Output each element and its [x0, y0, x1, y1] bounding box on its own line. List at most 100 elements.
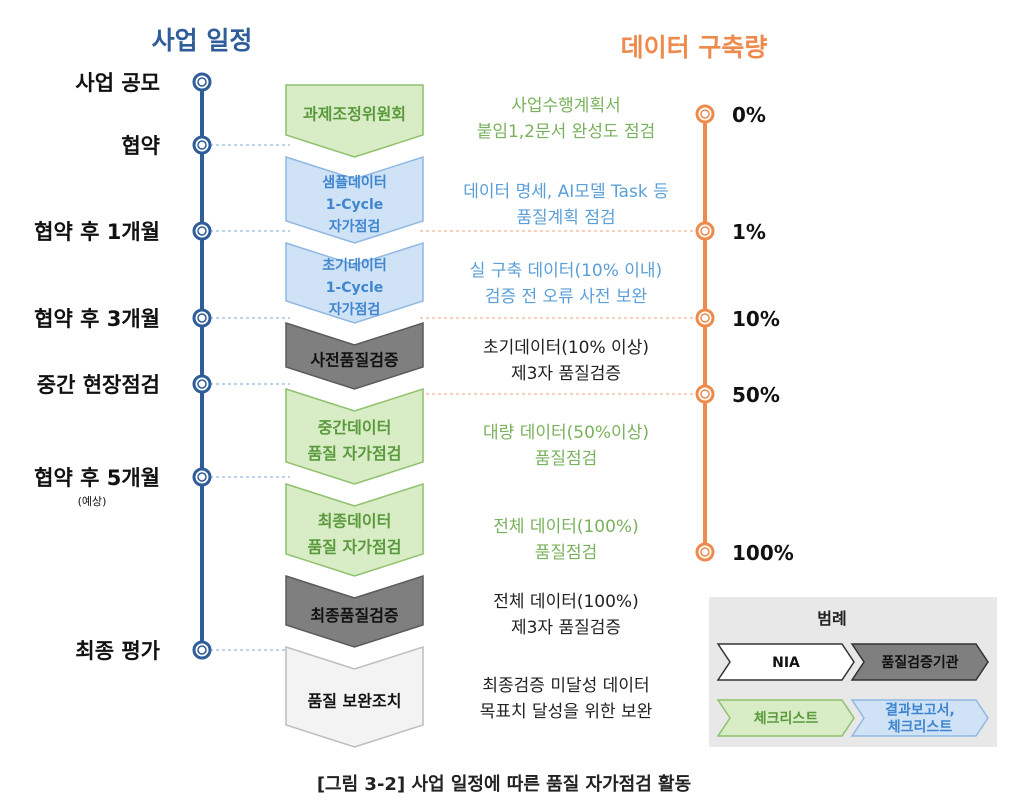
- data-amount-node-inner-icon: [700, 313, 710, 323]
- data-amount-label: 0%: [732, 103, 766, 127]
- milestone-label: 협약 후 1개월: [34, 220, 160, 244]
- stage-description-3-line: 검증 전 오류 사전 보완: [485, 287, 647, 307]
- stage-description-1-line: 붙임1,2문서 완성도 점검: [477, 122, 656, 142]
- stage-label-3-line: 초기데이터: [322, 257, 386, 274]
- milestone-label: 협약 후 5개월: [34, 466, 160, 490]
- stage-label-7-line: 최종품질검증: [310, 606, 399, 625]
- figure-caption: [그림 3-2] 사업 일정에 따른 품질 자가점검 활동: [317, 774, 691, 795]
- stage-description-4-line: 제3자 품질검증: [511, 364, 621, 384]
- milestone-node-inner-icon: [197, 379, 207, 389]
- data-amount-node-inner-icon: [700, 547, 710, 557]
- stage-description-6: 전체 데이터(100%) 품질점검: [493, 517, 638, 563]
- data-amount-label: 1%: [732, 220, 766, 244]
- schedule-title: 사업 일정: [152, 26, 253, 55]
- stage-label-6-line: 최종데이터: [318, 512, 392, 531]
- stage-label-5-line: 중간데이터: [318, 418, 392, 437]
- stage-description-4: 초기데이터(10% 이상) 제3자 품질검증: [483, 338, 649, 384]
- stage-description-5-line: 품질점검: [535, 449, 598, 469]
- stage-chevron-2: [285, 155, 424, 244]
- milestone-label: 사업 공모: [75, 71, 160, 95]
- stage-label-2-line: 자가점검: [329, 218, 381, 235]
- data-amount-label: 100%: [732, 541, 794, 565]
- stage-description-2-line: 데이터 명세, AI모델 Task 등: [463, 182, 668, 202]
- stage-label-3-line: 1-Cycle: [326, 280, 384, 296]
- milestone-label: 협약: [121, 134, 160, 158]
- milestone-node-inner-icon: [197, 77, 207, 87]
- stage-description-6-line: 품질점검: [535, 543, 598, 563]
- stage-description-5-line: 대량 데이터(50%이상): [483, 423, 649, 443]
- milestone-node-inner-icon: [197, 226, 207, 236]
- stage-description-7-line: 전체 데이터(100%): [493, 592, 638, 612]
- legend-item-label-line: NIA: [772, 655, 800, 671]
- milestone-label: 협약 후 3개월: [34, 307, 160, 331]
- stage-label-3-line: 자가점검: [329, 301, 381, 318]
- stage-label-4-line: 사전품질검증: [310, 351, 399, 370]
- legend-chevron-4: [850, 699, 989, 737]
- data-amount-label: 10%: [732, 307, 780, 331]
- legend-item-label: 품질검증기관: [881, 654, 958, 671]
- stage-label-1-line: 과제조정위원회: [303, 105, 406, 124]
- stage-description-6-line: 전체 데이터(100%): [493, 517, 638, 537]
- stage-chevron-3: [285, 241, 424, 324]
- milestone-node-inner-icon: [197, 313, 207, 323]
- stage-label-6-line: 품질 자가점검: [308, 538, 402, 557]
- data-amount-title: 데이터 구축량: [621, 33, 768, 62]
- stage-description-2-line: 품질계획 점검: [516, 208, 615, 228]
- stage-description-7: 전체 데이터(100%) 제3자 품질검증: [493, 592, 638, 638]
- stage-chevron-7: [285, 574, 424, 648]
- stage-description-8-line: 목표치 달성을 위한 보완: [480, 702, 653, 722]
- legend-chevron-1: [716, 643, 855, 681]
- stage-label-2-line: 샘플데이터: [322, 174, 386, 191]
- legend-item-label: NIA: [772, 655, 800, 671]
- stage-label-7: 최종품질검증: [310, 606, 399, 625]
- stage-description-8-line: 최종검증 미달성 데이터: [482, 676, 649, 696]
- data-amount-label: 50%: [732, 383, 780, 407]
- stage-label-1: 과제조정위원회: [303, 105, 406, 124]
- stage-chevron-1: [285, 84, 424, 158]
- stage-chevron-4: [285, 321, 424, 390]
- milestone-node-inner-icon: [197, 645, 207, 655]
- stage-label-2-line: 1-Cycle: [326, 197, 384, 213]
- stage-label-5-line: 품질 자가점검: [308, 444, 402, 463]
- stage-label-4: 사전품질검증: [310, 351, 399, 370]
- data-amount-node-inner-icon: [700, 226, 710, 236]
- stage-label-3: 초기데이터 1-Cycle 자가점검: [322, 257, 386, 318]
- milestone-node-inner-icon: [197, 140, 207, 150]
- stage-description-4-line: 초기데이터(10% 이상): [483, 338, 649, 358]
- legend-item-label-line: 체크리스트: [754, 711, 819, 727]
- stage-label-8-line: 품질 보완조치: [308, 692, 402, 711]
- legend-chevron-2: [850, 643, 989, 681]
- stage-description-1-line: 사업수행계획서: [511, 96, 620, 116]
- stage-description-7-line: 제3자 품질검증: [511, 618, 621, 638]
- stage-description-5: 대량 데이터(50%이상) 품질점검: [483, 423, 649, 469]
- milestone-node-inner-icon: [197, 472, 207, 482]
- stage-label-2: 샘플데이터 1-Cycle 자가점검: [322, 174, 386, 235]
- milestone-note: (예상): [78, 495, 107, 508]
- stage-chevron-6: [285, 482, 424, 577]
- stage-label-8: 품질 보완조치: [308, 692, 402, 711]
- connector-lines: [210, 144, 696, 651]
- milestone-label: 중간 현장점검: [37, 373, 160, 397]
- data-amount-list: 0% 1% 10% 50% 100%: [695, 103, 794, 565]
- milestone-label: 최종 평가: [75, 639, 160, 663]
- stage-chevron-8: [285, 645, 424, 748]
- legend-item-label: 결과보고서, 체크리스트: [885, 702, 955, 736]
- stage-description-3: 실 구축 데이터(10% 이내) 검증 전 오류 사전 보완: [470, 261, 662, 307]
- data-amount-node-inner-icon: [700, 389, 710, 399]
- legend-item-label-line: 결과보고서,: [885, 702, 955, 719]
- legend-item-label: 체크리스트: [754, 711, 819, 727]
- stage-description-3-line: 실 구축 데이터(10% 이내): [470, 261, 662, 281]
- legend-item-label-line: 체크리스트: [888, 720, 953, 736]
- legend-chevron-3: [716, 699, 855, 737]
- data-amount-node-inner-icon: [700, 109, 710, 119]
- legend-item-label-line: 품질검증기관: [881, 654, 958, 671]
- stage-chevron-5: [285, 387, 424, 485]
